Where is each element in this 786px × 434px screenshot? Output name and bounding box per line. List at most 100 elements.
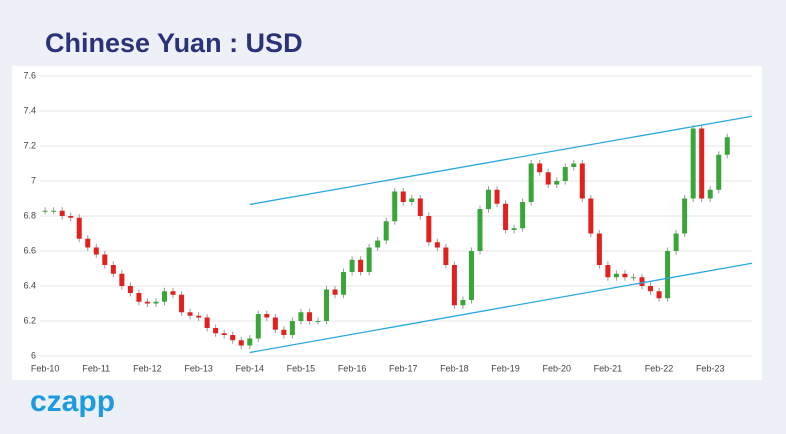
candle-body <box>434 242 440 248</box>
candle-body <box>613 273 619 278</box>
candle-body <box>119 273 125 286</box>
candle-body <box>349 259 355 272</box>
x-tick-label: Feb-11 <box>82 363 110 373</box>
candle-body <box>460 300 466 306</box>
candle-body <box>673 233 679 251</box>
candle-body <box>161 291 167 302</box>
candle-body <box>170 291 176 295</box>
candle-body <box>468 251 474 300</box>
x-tick-label: Feb-10 <box>31 363 60 373</box>
candle-body <box>451 265 457 306</box>
x-tick-label: Feb-20 <box>542 363 571 373</box>
candle-body <box>221 333 227 335</box>
candle-body <box>554 181 560 185</box>
candle-body <box>127 286 133 293</box>
candle-body <box>42 210 48 212</box>
candle-body <box>596 233 602 265</box>
chart-title: Chinese Yuan : USD <box>45 28 303 58</box>
candle-body <box>605 265 611 278</box>
candle-body <box>298 312 304 321</box>
candle-body <box>179 294 185 313</box>
candle-body <box>588 198 594 234</box>
candle-body <box>656 291 662 299</box>
candle-body <box>324 289 330 321</box>
candle-body <box>213 328 219 334</box>
candle-body <box>579 163 585 199</box>
candle-body <box>400 191 406 202</box>
candle-body <box>255 314 261 339</box>
candle-body <box>93 247 99 255</box>
y-tick-label: 6.6 <box>23 245 36 255</box>
candle-body <box>306 312 312 321</box>
candle-body <box>204 317 210 328</box>
channel-line <box>249 262 753 354</box>
candle-body <box>562 167 568 181</box>
candle-body <box>187 312 193 316</box>
candle-body <box>707 189 713 199</box>
candle-body <box>230 335 236 341</box>
candle-body <box>358 259 364 272</box>
x-tick-label: Feb-13 <box>184 363 213 373</box>
candle-body <box>528 163 534 202</box>
candle-body <box>289 321 295 335</box>
candle-body <box>426 216 432 243</box>
candle-body <box>503 203 509 230</box>
candle-body <box>68 216 74 218</box>
candle-body <box>383 221 389 241</box>
candle-body <box>366 247 372 272</box>
candle-body <box>341 272 347 295</box>
candle-body <box>281 329 287 335</box>
candle-body <box>247 338 253 346</box>
candle-body <box>699 128 705 199</box>
y-tick-label: 7.6 <box>23 70 36 80</box>
candle-body <box>417 198 423 216</box>
candle-body <box>409 198 415 202</box>
x-tick-label: Feb-18 <box>440 363 469 373</box>
x-tick-label: Feb-12 <box>133 363 162 373</box>
candle-body <box>238 340 244 346</box>
candle-body <box>392 191 398 222</box>
candle-body <box>571 163 577 167</box>
candle-body <box>520 202 526 229</box>
candle-body <box>682 198 688 234</box>
candle-body <box>272 317 278 330</box>
candle-body <box>196 315 202 318</box>
y-tick-label: 7.2 <box>23 140 36 150</box>
candle-body <box>639 277 645 286</box>
candle-body <box>716 154 722 190</box>
channel-line <box>249 115 753 206</box>
candle-body <box>375 240 381 248</box>
candle-body <box>648 286 654 292</box>
candle-body <box>136 293 142 302</box>
candle-body <box>59 210 65 216</box>
candle-body <box>537 163 543 173</box>
candle-body <box>724 137 730 155</box>
candle-body <box>443 247 449 265</box>
candle-body <box>511 228 517 230</box>
y-tick-label: 6.8 <box>23 210 36 220</box>
candle-body <box>85 238 91 248</box>
y-tick-label: 6.4 <box>23 280 36 290</box>
candle-body <box>264 314 270 318</box>
x-tick-label: Feb-17 <box>389 363 418 373</box>
candle-body <box>51 210 57 212</box>
candle-body <box>315 321 321 322</box>
candle-body <box>332 289 338 295</box>
candle-body <box>630 277 636 279</box>
y-tick-label: 6.2 <box>23 315 36 325</box>
candle-body <box>622 273 628 278</box>
candle-body <box>494 189 500 204</box>
y-tick-label: 7.4 <box>23 105 36 115</box>
candle-body <box>477 209 483 251</box>
candle-body <box>690 128 696 199</box>
y-tick-label: 6 <box>31 350 36 360</box>
x-tick-label: Feb-21 <box>594 363 623 373</box>
candle-body <box>486 189 492 209</box>
x-tick-label: Feb-15 <box>287 363 316 373</box>
candle-body <box>665 251 671 299</box>
x-tick-label: Feb-14 <box>235 363 264 373</box>
x-tick-label: Feb-23 <box>696 363 725 373</box>
x-tick-label: Feb-22 <box>645 363 674 373</box>
